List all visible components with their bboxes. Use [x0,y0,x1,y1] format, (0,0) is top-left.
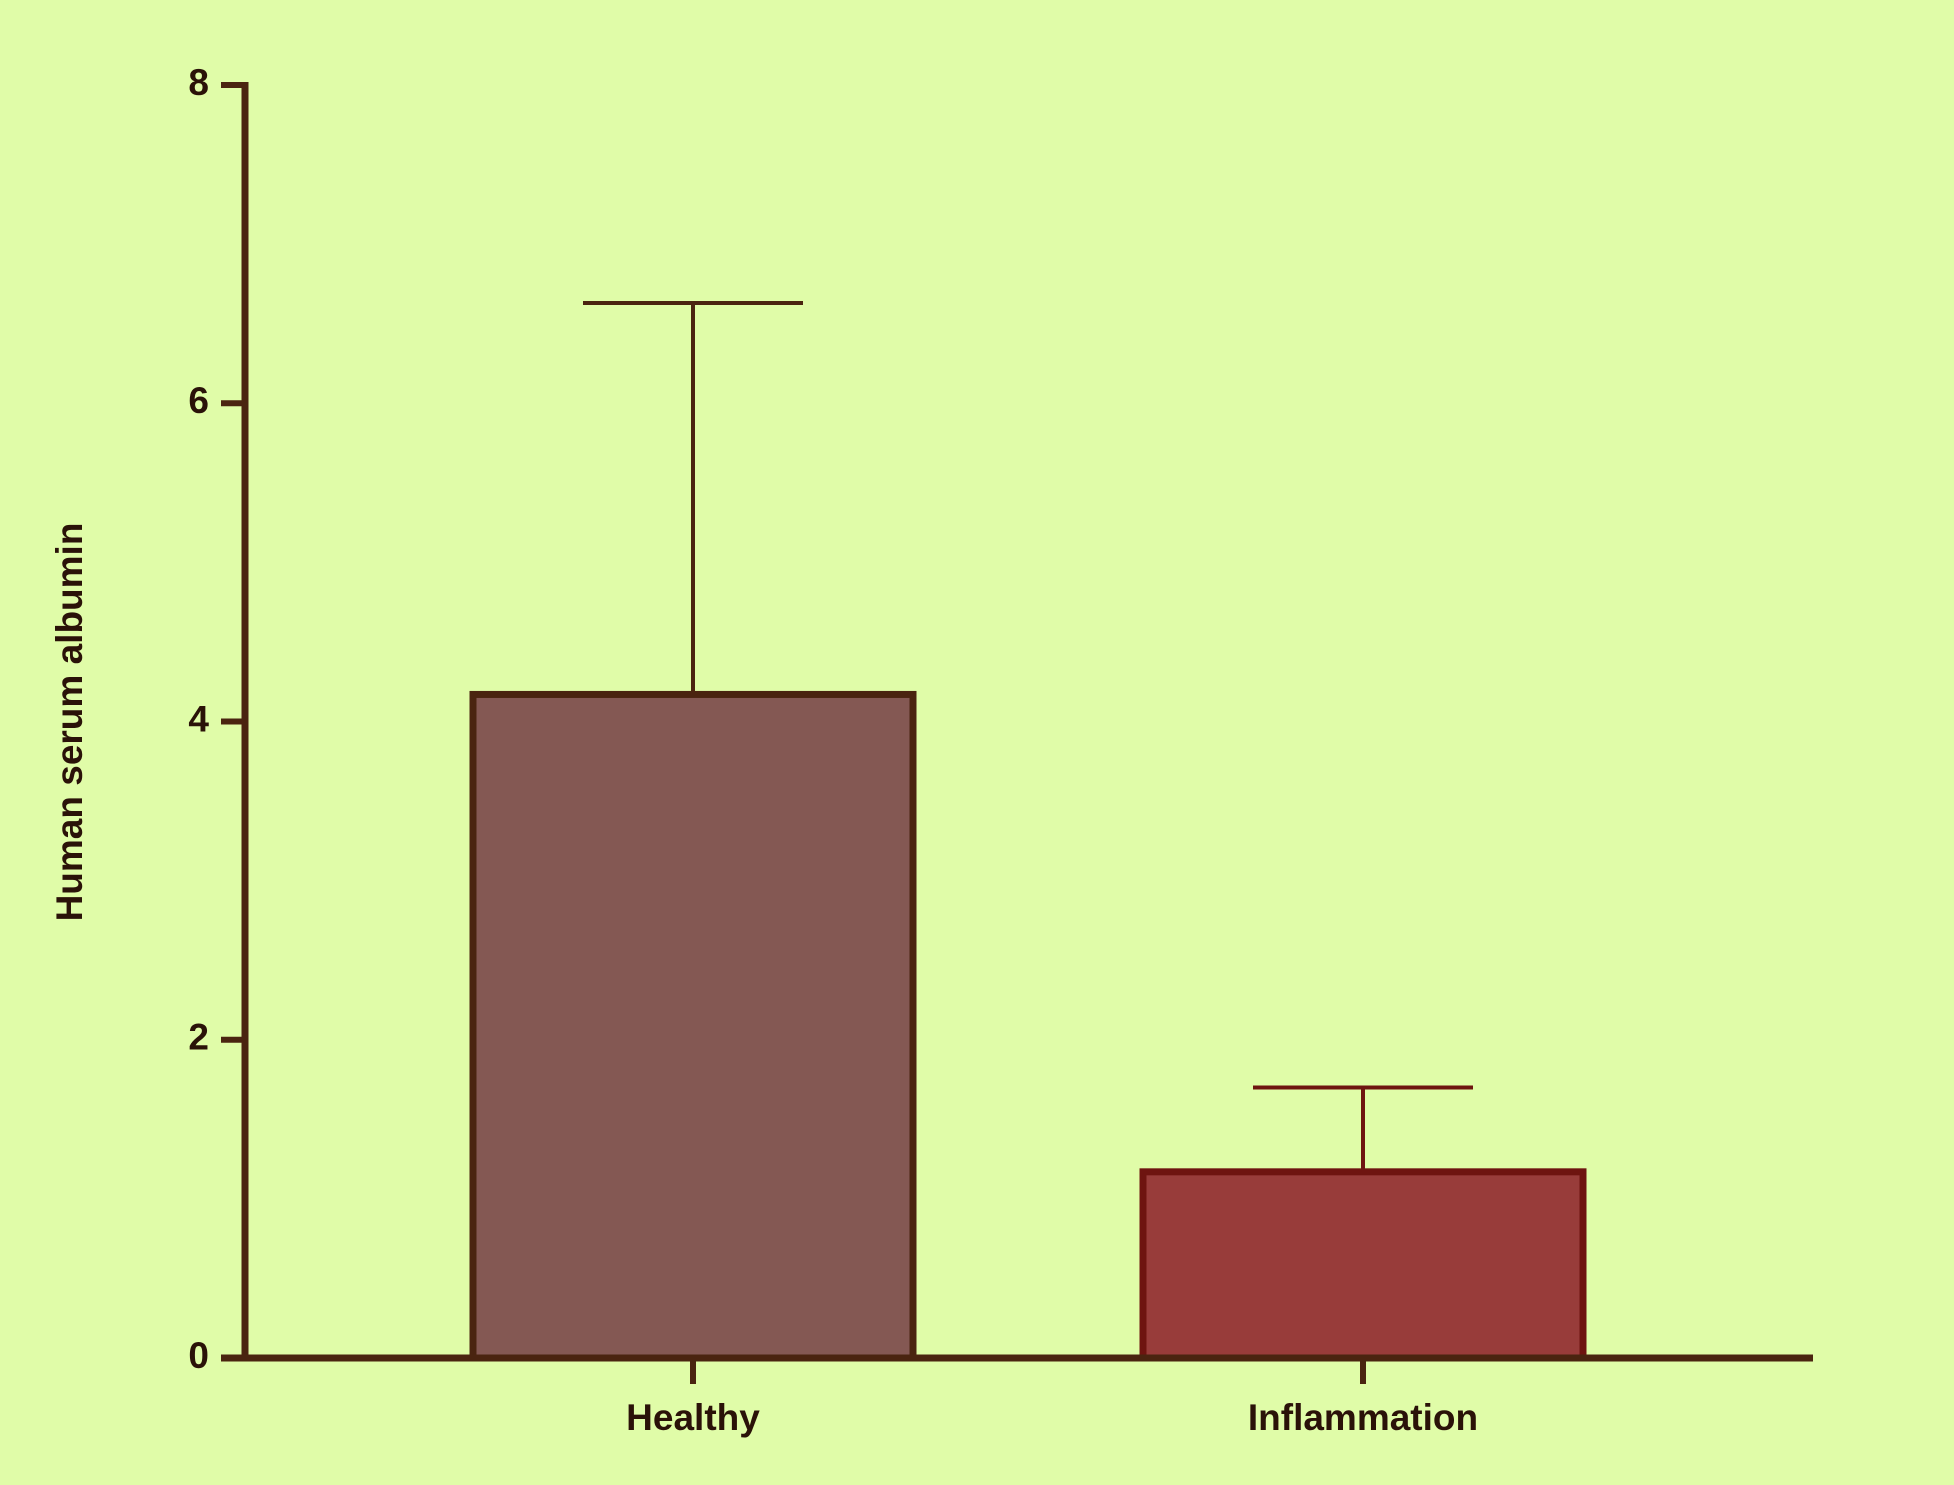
x-tick-label: Healthy [626,1397,760,1438]
bar [469,690,917,1362]
y-tick-label: 4 [188,698,209,739]
y-tick-label: 0 [188,1335,209,1376]
y-tick-label: 2 [188,1017,209,1058]
y-axis-label: Human serum albumin [49,523,90,922]
y-tick-label: 8 [188,62,209,103]
x-tick-label: Inflammation [1248,1397,1478,1438]
y-tick-label: 6 [188,380,209,421]
bar [1139,1168,1587,1362]
